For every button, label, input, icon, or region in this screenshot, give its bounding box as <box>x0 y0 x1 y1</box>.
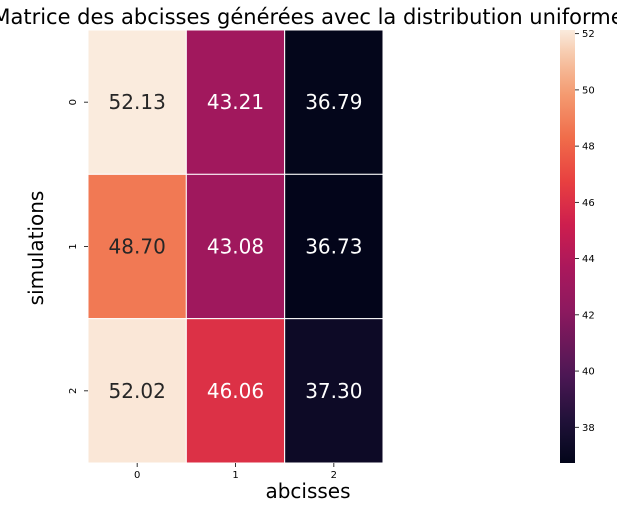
y-tick-label: 1 <box>68 243 79 249</box>
colorbar-tick-label: 44 <box>582 254 595 265</box>
heatmap-cell <box>284 29 384 175</box>
x-tick-label: 1 <box>232 470 238 481</box>
y-tick-label: 0 <box>68 99 79 105</box>
cell-value-label: 37.30 <box>305 379 362 403</box>
y-axis-label: simulations <box>24 191 48 306</box>
heatmap-cell <box>284 173 384 320</box>
cell-value-label: 43.21 <box>207 90 264 114</box>
cell-value-label: 46.06 <box>207 379 264 403</box>
colorbar-tick-label: 50 <box>582 85 595 96</box>
cell-value-label: 48.70 <box>109 235 166 259</box>
heatmap-cells: 52.13 43.21 36.79 48.70 43.08 36.73 52.02 46.06… <box>87 29 384 464</box>
colorbar-tick-label: 38 <box>582 423 595 434</box>
colorbar <box>560 30 575 463</box>
heatmap-cell <box>185 29 286 175</box>
cell-value-label: 52.02 <box>109 379 166 403</box>
colorbar-tick-label: 42 <box>582 310 595 321</box>
cell-value-label: 36.73 <box>305 235 362 259</box>
colorbar-tick-label: 46 <box>582 198 595 209</box>
heatmap-cell <box>87 29 187 175</box>
colorbar-tick-label: 40 <box>582 367 595 378</box>
colorbar-tick-label: 52 <box>582 29 595 40</box>
x-tick-label: 0 <box>134 470 140 481</box>
heatmap-cell <box>87 173 187 320</box>
heatmap-cell <box>185 318 286 464</box>
cell-value-label: 52.13 <box>109 90 166 114</box>
colorbar-ticks: 38 40 42 44 46 48 50 52 <box>575 29 595 434</box>
colorbar-tick-label: 48 <box>582 142 595 153</box>
x-axis-label: abcisses <box>265 479 350 503</box>
heatmap-cell <box>185 173 286 320</box>
cell-value-label: 36.79 <box>305 90 362 114</box>
chart-title: Matrice des abcisses générées avec la di… <box>0 5 617 29</box>
y-tick-label: 2 <box>68 388 79 394</box>
cell-value-label: 43.08 <box>207 235 264 259</box>
y-ticks: 0 1 2 <box>68 99 88 394</box>
x-tick-label: 2 <box>331 470 337 481</box>
x-ticks: 0 1 2 <box>134 463 337 481</box>
